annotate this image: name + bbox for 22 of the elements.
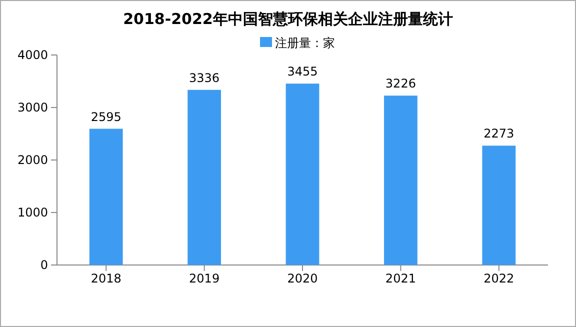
bar — [384, 96, 418, 265]
data-label: 3226 — [385, 76, 416, 91]
bar — [482, 146, 516, 265]
y-tick-label: 2000 — [17, 152, 48, 167]
y-tick-label: 4000 — [17, 48, 48, 62]
x-tick-label: 2018 — [90, 272, 122, 286]
data-label: 2595 — [90, 110, 122, 124]
x-tick-label: 2021 — [385, 272, 416, 286]
legend-label: 注册量：家 — [275, 36, 335, 50]
x-tick-label: 2020 — [287, 272, 318, 286]
x-tick-label: 2022 — [484, 272, 514, 286]
data-label: 3336 — [189, 70, 220, 85]
y-tick-label: 0 — [40, 258, 48, 272]
chart-title: 2018-2022年中国智慧环保相关企业注册量统计 — [123, 10, 453, 28]
y-tick-label: 1000 — [17, 205, 48, 220]
y-tick-label: 3000 — [17, 100, 48, 114]
bar — [286, 84, 320, 265]
bar — [188, 90, 221, 265]
data-label: 2273 — [484, 126, 514, 141]
bar — [89, 128, 123, 265]
data-label: 3455 — [287, 64, 318, 79]
x-tick-label: 2019 — [189, 272, 220, 286]
